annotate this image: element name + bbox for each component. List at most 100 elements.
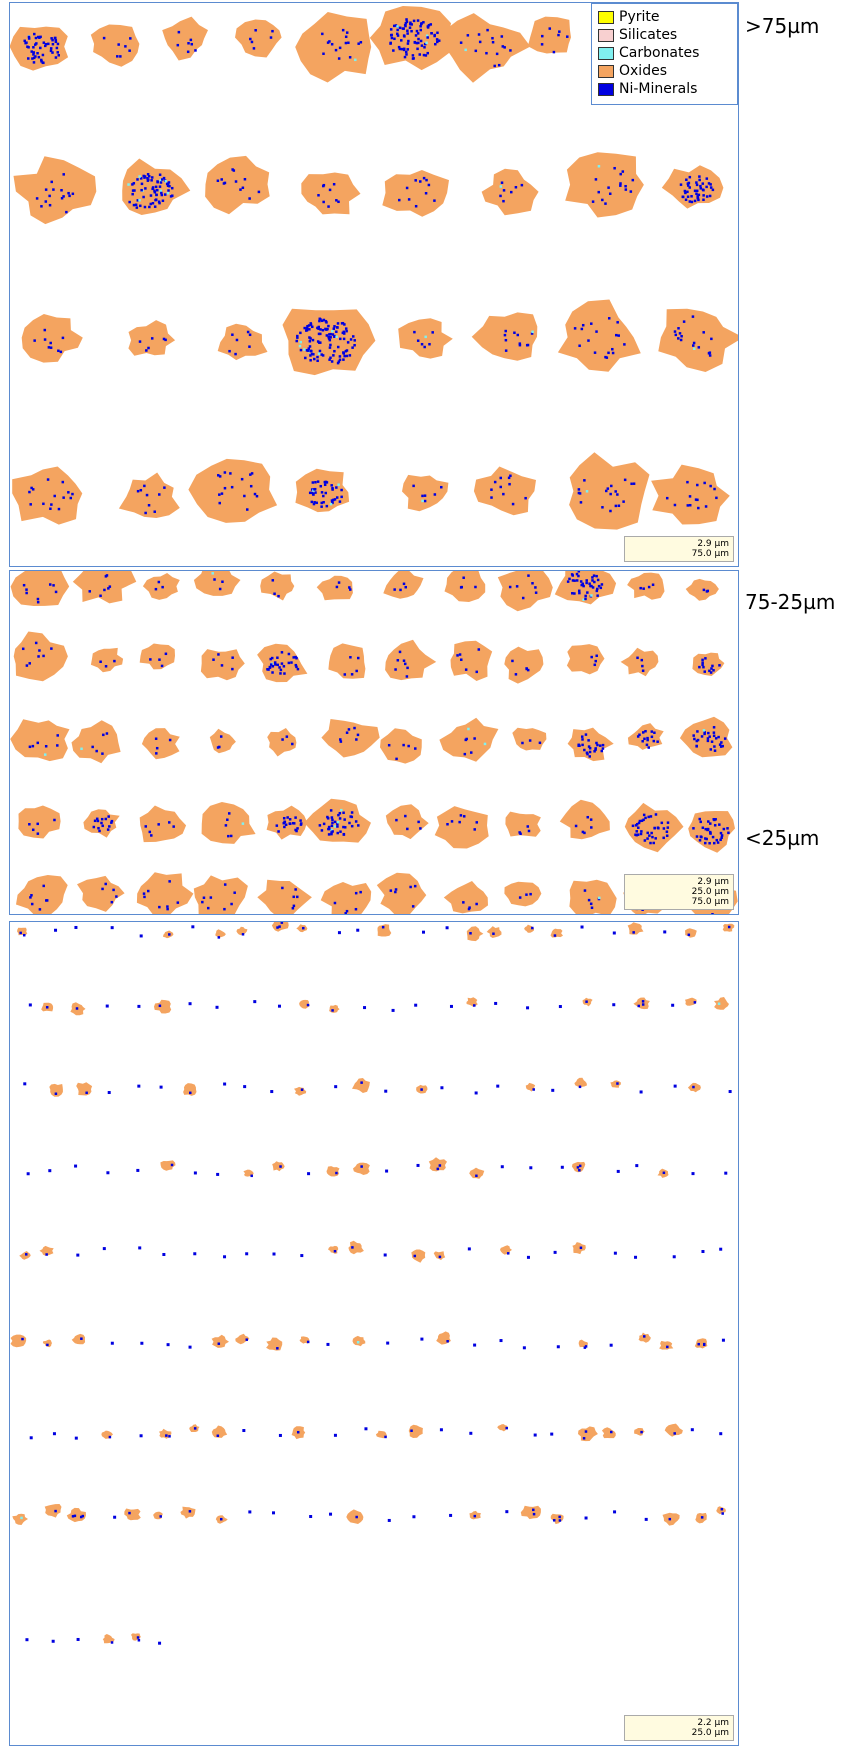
ni-grain (624, 479, 627, 482)
ni-grain (728, 926, 731, 929)
ni-grain (165, 180, 168, 183)
ni-grain (596, 590, 599, 593)
ni-grain (713, 731, 716, 734)
particle (417, 1164, 420, 1167)
ni-grain (345, 36, 348, 39)
ni-grain (401, 48, 404, 51)
ni-grain (604, 202, 607, 205)
ni-grain (709, 195, 712, 198)
ni-grain (142, 196, 145, 199)
ni-grain (281, 738, 284, 741)
ni-grain (587, 339, 590, 342)
ni-grain (32, 829, 35, 832)
ni-grain (610, 485, 613, 488)
particle (72, 1334, 85, 1344)
ni-grain (714, 824, 717, 827)
ni-grain (586, 753, 589, 756)
ni-grain (584, 595, 587, 598)
ni-grain (428, 343, 431, 346)
particle (328, 1246, 338, 1254)
ni-grain (333, 183, 336, 186)
ni-grain (713, 488, 716, 491)
ni-grain (503, 189, 506, 192)
particle (659, 1341, 673, 1350)
scale-bar-label: 2.9 µm (629, 539, 729, 549)
ni-grain (393, 38, 396, 41)
ni-grain (146, 494, 149, 497)
ni-grain (210, 896, 213, 899)
ni-grain (647, 816, 650, 819)
particle (714, 997, 729, 1010)
ni-grain (465, 668, 468, 671)
ni-grain (148, 504, 151, 507)
ni-grain (49, 342, 52, 345)
ni-grain (32, 745, 34, 748)
ni-grain (663, 827, 666, 830)
ni-grain (105, 818, 108, 821)
ni-grain (702, 199, 705, 202)
ni-grain (576, 579, 579, 582)
ni-grain (421, 343, 424, 346)
ni-grain (572, 574, 575, 577)
ni-grain (22, 648, 25, 651)
ni-grain (417, 38, 420, 41)
ni-grain (52, 584, 55, 587)
particle (673, 1255, 676, 1258)
ni-grain (609, 510, 612, 513)
ni-grain (296, 336, 299, 339)
ni-grain (510, 191, 513, 194)
ni-grain (349, 354, 352, 357)
ni-grain (355, 820, 358, 823)
ni-grain (152, 186, 155, 189)
ni-grain (407, 745, 410, 748)
ni-grain (326, 505, 329, 508)
particle (528, 17, 571, 54)
ni-grain (101, 752, 104, 755)
ni-grain (138, 199, 141, 202)
ni-grain (707, 737, 710, 740)
ni-grain (343, 355, 346, 358)
ni-grain (128, 1512, 131, 1515)
particle (686, 579, 719, 601)
particle (439, 718, 498, 762)
ni-grain (578, 488, 581, 491)
ni-grain (38, 56, 41, 59)
ni-grain (651, 836, 654, 839)
particle (411, 1250, 425, 1263)
ni-grain (113, 660, 116, 663)
ni-grain (425, 42, 428, 45)
ni-grain (140, 189, 143, 192)
ni-grain (49, 508, 52, 511)
ni-grain (702, 331, 705, 334)
particle (651, 465, 730, 525)
particle (245, 1252, 248, 1255)
ni-grain (419, 25, 422, 28)
particle (501, 1165, 504, 1168)
particle (223, 1255, 226, 1258)
particle (352, 1078, 370, 1093)
ni-grain (97, 820, 100, 823)
ni-grain (595, 178, 598, 181)
ni-grain (519, 896, 522, 899)
ni-grain (321, 33, 324, 36)
ni-grain (406, 828, 409, 831)
ni-grain (155, 737, 158, 740)
ni-grain (190, 39, 193, 42)
ni-grain (331, 43, 334, 46)
ni-grain (312, 481, 315, 484)
ni-grain (295, 664, 298, 667)
ni-grain (138, 1639, 141, 1642)
ni-grain (234, 353, 237, 356)
ni-grain (335, 199, 338, 202)
ni-grain (25, 588, 28, 591)
ni-grain (329, 339, 332, 342)
ni-grain (686, 191, 689, 194)
particle (640, 1090, 643, 1093)
ni-grain (639, 587, 642, 590)
ni-grain (585, 1000, 588, 1003)
ni-grain (329, 336, 332, 339)
ni-grain (456, 654, 459, 657)
ni-grain (304, 357, 307, 360)
ni-grain (177, 44, 180, 47)
ni-grain (657, 827, 660, 830)
